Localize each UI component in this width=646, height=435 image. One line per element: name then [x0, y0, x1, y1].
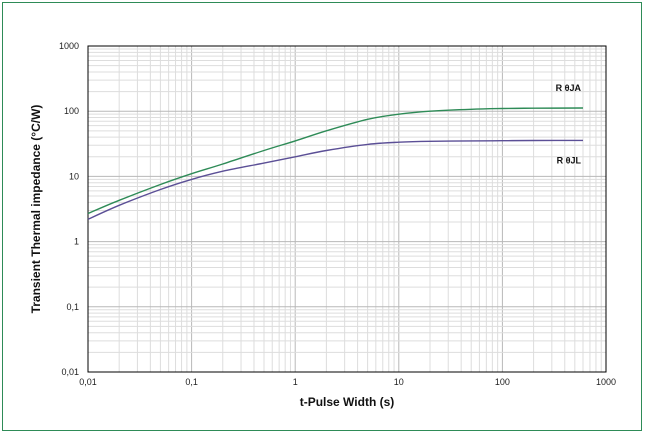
series-line-rthjl: [87, 139, 584, 220]
y-axis-label: Transient Thermal impedance (°C/W): [29, 105, 43, 314]
series-lines: [87, 107, 584, 220]
x-tick-label: 100: [495, 377, 510, 387]
series-label-rthjl: R θJL: [557, 155, 582, 165]
x-tick-label: 0,1: [185, 377, 198, 387]
y-tick-label: 10: [69, 171, 79, 181]
y-tick-label: 100: [64, 106, 79, 116]
y-tick-label: 0,01: [61, 367, 79, 377]
y-axis-ticks: 0,01 0,1 1 10 100 1000: [59, 41, 79, 377]
series-label-rthja: R θJA: [556, 83, 582, 93]
y-tick-label: 1: [74, 237, 79, 247]
x-axis-label: t-Pulse Width (s): [300, 395, 395, 409]
x-tick-label: 10: [394, 377, 404, 387]
x-tick-label: 1000: [596, 377, 616, 387]
y-tick-label: 0,1: [66, 302, 79, 312]
series-labels: R θJA R θJL: [556, 83, 582, 165]
x-tick-label: 1: [293, 377, 298, 387]
x-axis-ticks: 0,01 0,1 1 10 100 1000: [79, 377, 616, 387]
chart-frame: [2, 2, 642, 431]
plot-area-border: [87, 45, 607, 373]
series-line-rthja: [87, 107, 584, 215]
grid: [87, 46, 606, 373]
y-tick-label: 1000: [59, 41, 79, 51]
x-tick-label: 0,01: [79, 377, 97, 387]
